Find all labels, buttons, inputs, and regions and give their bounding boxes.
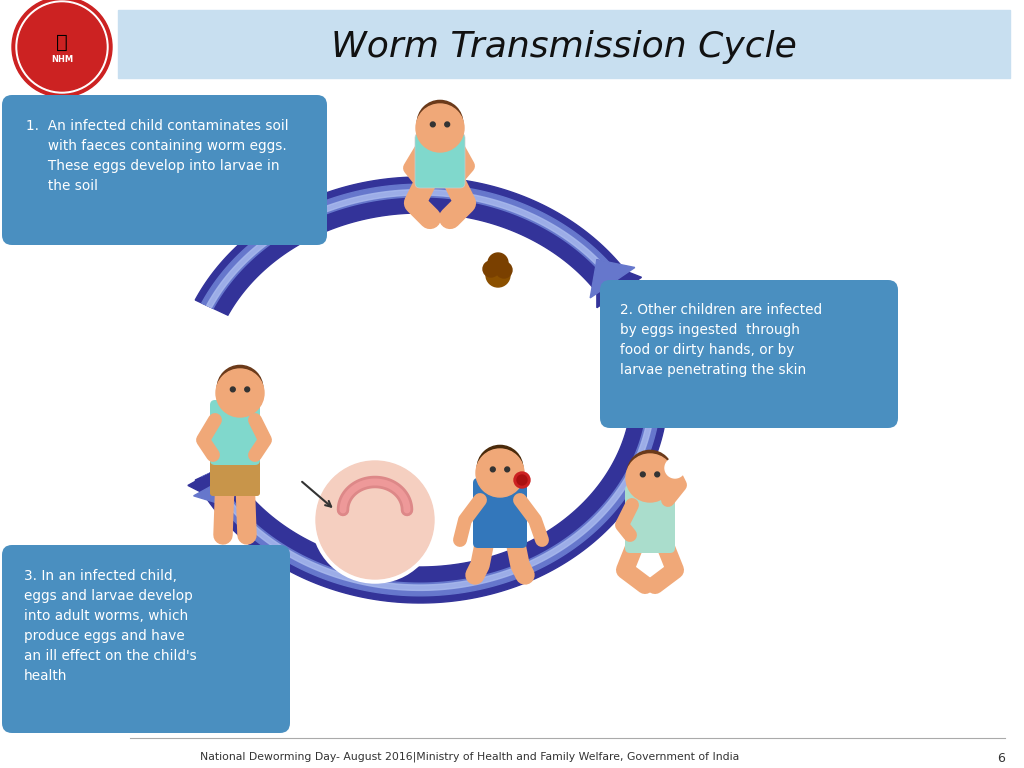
- Polygon shape: [196, 421, 665, 603]
- Circle shape: [230, 387, 236, 392]
- Circle shape: [483, 261, 499, 277]
- Circle shape: [654, 472, 659, 477]
- Circle shape: [488, 253, 508, 273]
- Circle shape: [245, 387, 250, 392]
- Polygon shape: [202, 423, 657, 596]
- Polygon shape: [597, 260, 641, 308]
- Circle shape: [627, 450, 673, 496]
- Circle shape: [313, 458, 437, 582]
- Circle shape: [490, 467, 496, 472]
- Circle shape: [217, 366, 263, 411]
- Circle shape: [417, 101, 463, 146]
- Polygon shape: [202, 184, 629, 308]
- FancyBboxPatch shape: [600, 280, 898, 428]
- Circle shape: [505, 467, 510, 472]
- Polygon shape: [187, 459, 236, 507]
- FancyBboxPatch shape: [118, 10, 1010, 78]
- Text: 2. Other children are infected
by eggs ingested  through
food or dirty hands, or: 2. Other children are infected by eggs i…: [620, 303, 822, 377]
- Circle shape: [18, 3, 106, 91]
- Text: NHM: NHM: [51, 55, 73, 65]
- Text: 3. In an infected child,
eggs and larvae develop
into adult worms, which
produce: 3. In an infected child, eggs and larvae…: [24, 569, 197, 684]
- Circle shape: [416, 104, 464, 152]
- FancyBboxPatch shape: [2, 95, 327, 245]
- Circle shape: [640, 472, 645, 477]
- Circle shape: [476, 449, 524, 497]
- Polygon shape: [207, 190, 624, 308]
- Circle shape: [16, 1, 108, 93]
- Circle shape: [12, 0, 112, 97]
- Circle shape: [665, 458, 685, 478]
- Circle shape: [216, 369, 264, 417]
- Circle shape: [430, 122, 435, 127]
- FancyBboxPatch shape: [473, 478, 527, 548]
- Circle shape: [477, 445, 523, 491]
- FancyBboxPatch shape: [415, 133, 465, 188]
- Circle shape: [486, 263, 510, 287]
- Circle shape: [517, 475, 527, 485]
- FancyBboxPatch shape: [2, 545, 290, 733]
- Polygon shape: [207, 424, 652, 591]
- Circle shape: [626, 454, 674, 502]
- Circle shape: [514, 472, 530, 488]
- Polygon shape: [590, 260, 635, 298]
- Text: 6: 6: [997, 752, 1005, 765]
- FancyBboxPatch shape: [625, 485, 675, 553]
- Text: National Deworming Day- August 2016|Ministry of Health and Family Welfare, Gover: National Deworming Day- August 2016|Mini…: [200, 752, 739, 763]
- FancyBboxPatch shape: [210, 452, 260, 496]
- Circle shape: [316, 461, 434, 579]
- Polygon shape: [196, 177, 635, 315]
- FancyBboxPatch shape: [210, 400, 260, 465]
- Text: 🏥: 🏥: [56, 32, 68, 51]
- Text: Worm Transmission Cycle: Worm Transmission Cycle: [331, 30, 797, 64]
- Circle shape: [444, 122, 450, 127]
- Polygon shape: [194, 470, 241, 507]
- Text: 1.  An infected child contaminates soil
     with faeces containing worm eggs.
 : 1. An infected child contaminates soil w…: [26, 119, 289, 193]
- Circle shape: [496, 262, 512, 278]
